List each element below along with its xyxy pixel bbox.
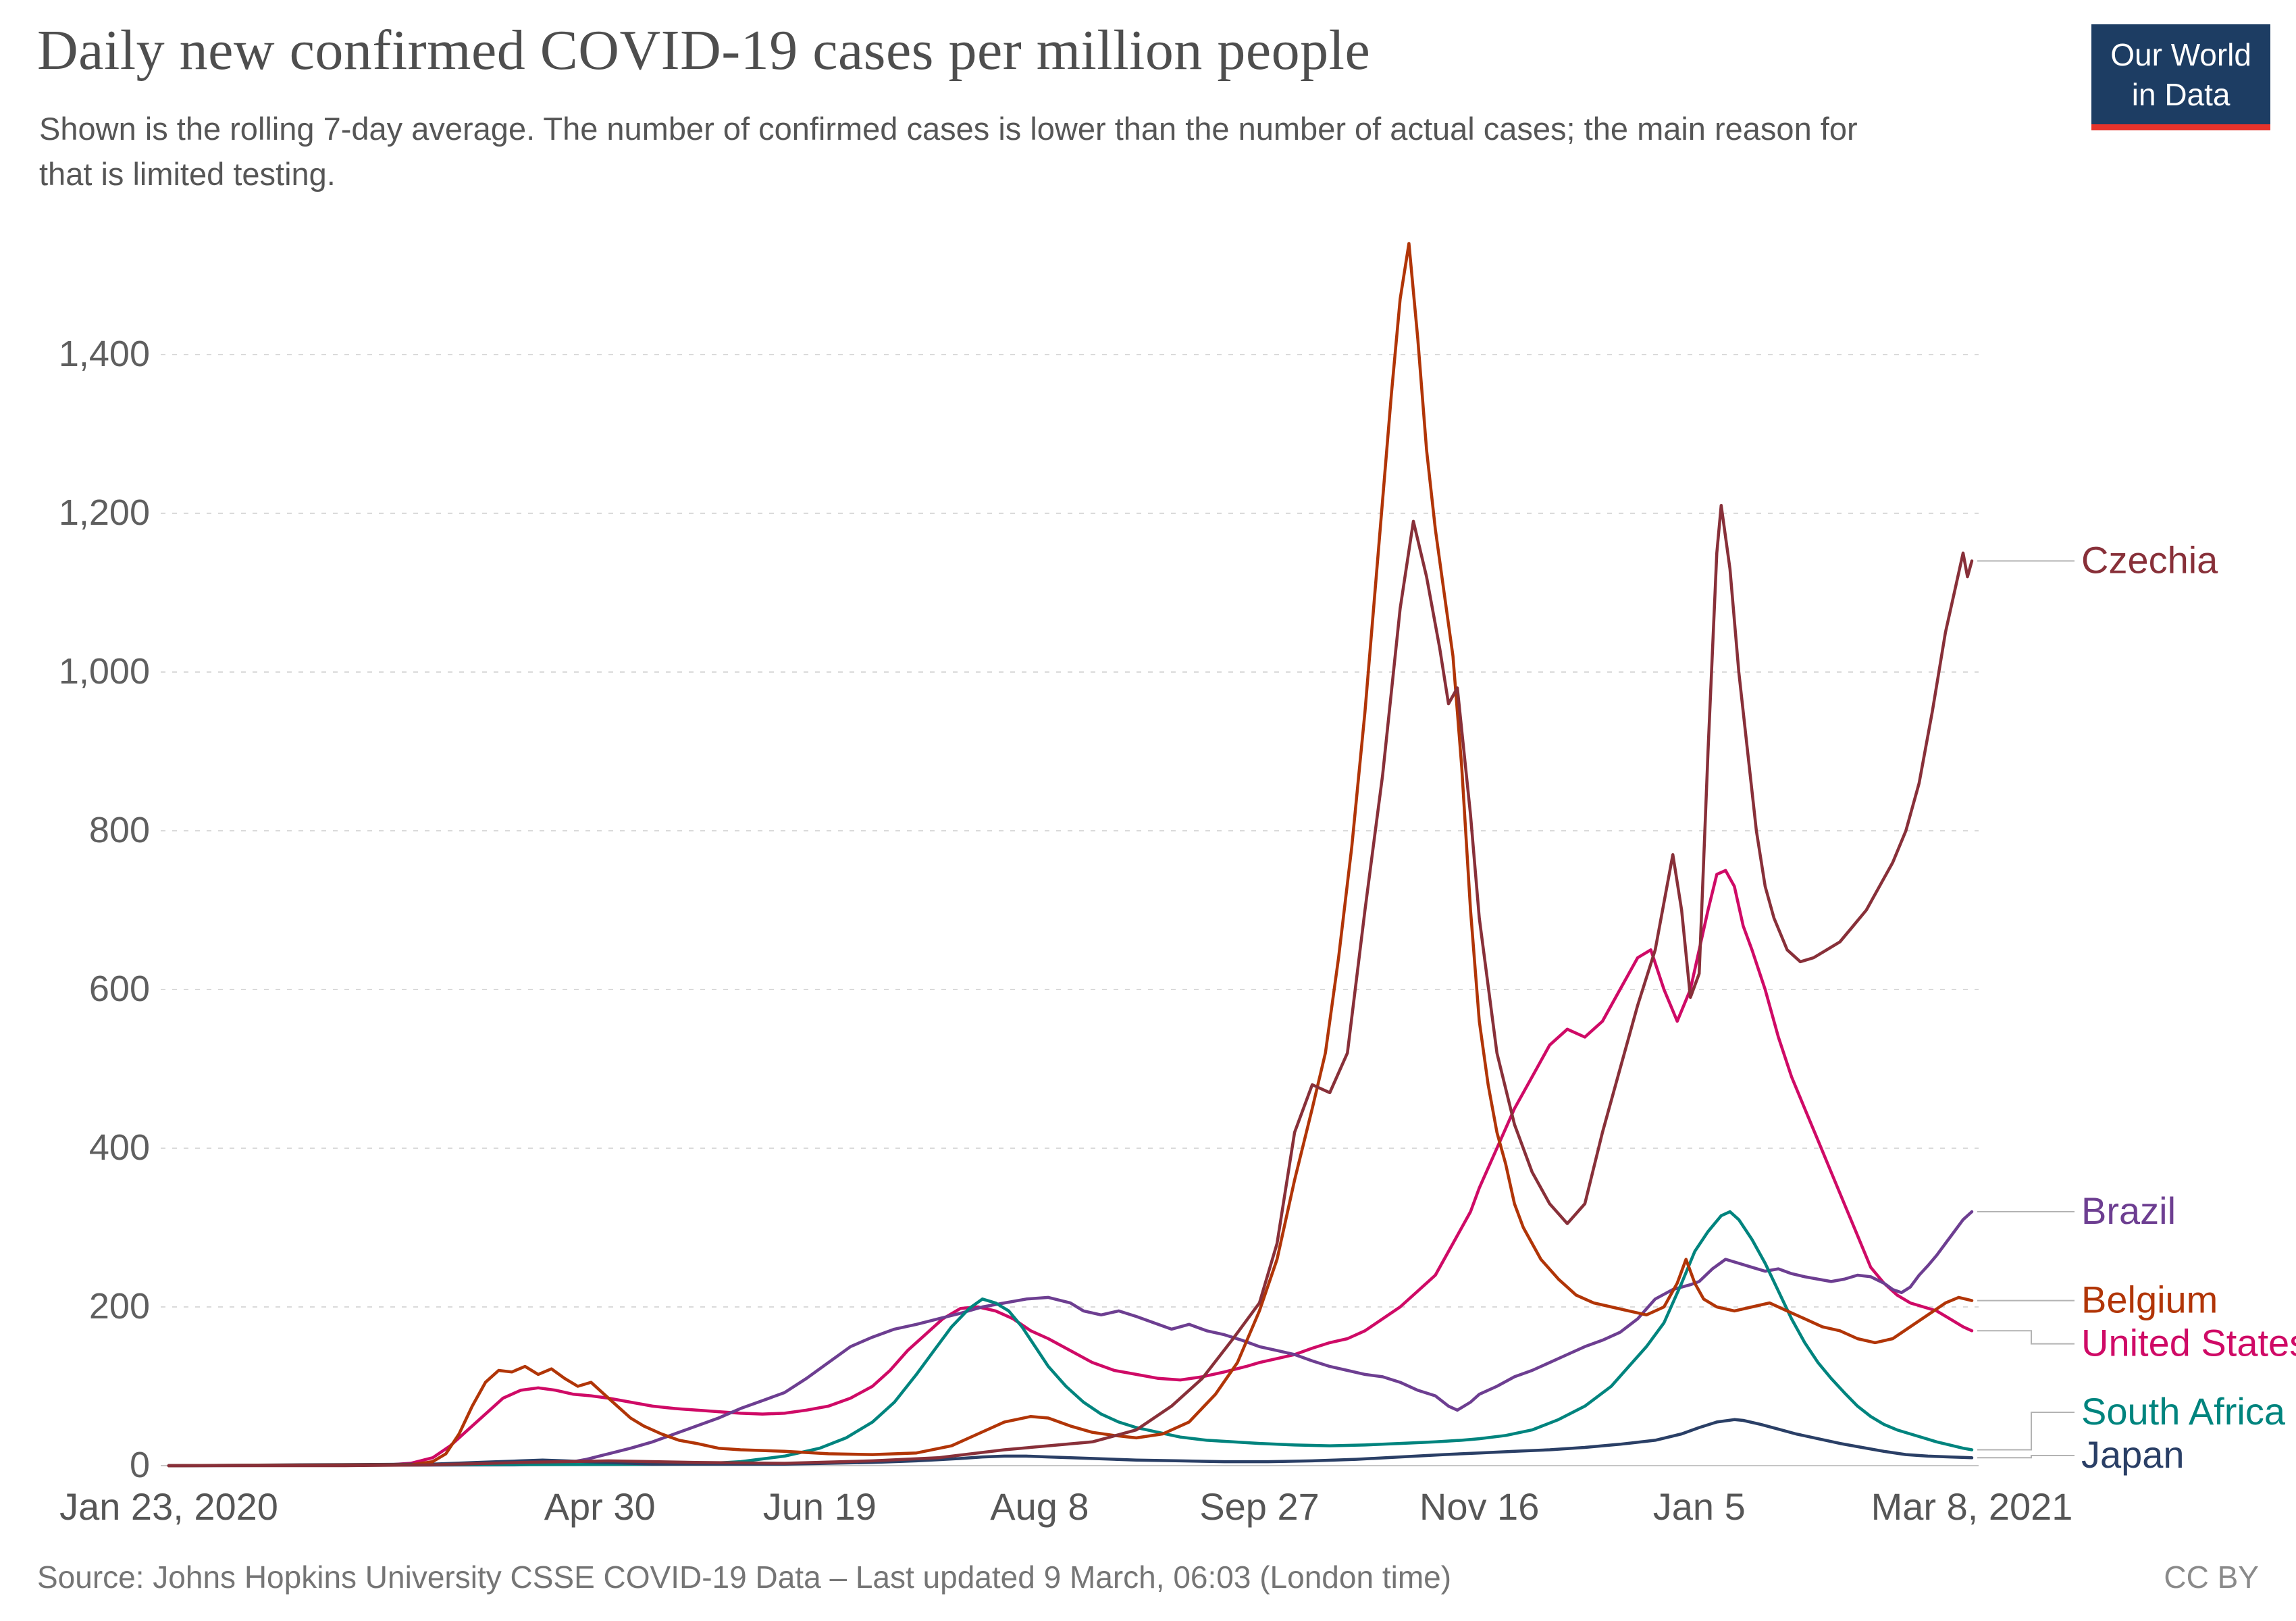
chart-footer: Source: Johns Hopkins University CSSE CO… bbox=[37, 1559, 2259, 1595]
series-label-czechia[interactable]: Czechia bbox=[2081, 539, 2218, 582]
series-label-brazil[interactable]: Brazil bbox=[2081, 1189, 2176, 1232]
y-axis: 0 200 400 600 800 1,000 1,200 1,400 bbox=[59, 334, 150, 1485]
x-axis-tick-label: Jun 19 bbox=[763, 1485, 877, 1528]
series-line-united-states bbox=[167, 869, 1974, 1468]
source-note: Source: Johns Hopkins University CSSE CO… bbox=[37, 1560, 1452, 1595]
y-axis-tick-label: 1,200 bbox=[59, 492, 150, 533]
series-line-japan bbox=[167, 1418, 1974, 1468]
series-label-japan[interactable]: Japan bbox=[2081, 1433, 2185, 1476]
chart-title: Daily new confirmed COVID-19 cases per m… bbox=[37, 19, 1371, 82]
x-axis-tick-label: Aug 8 bbox=[990, 1485, 1089, 1528]
x-axis-tick-label: Mar 8, 2021 bbox=[1871, 1485, 2073, 1528]
x-axis-tick-label: Nov 16 bbox=[1419, 1485, 1539, 1528]
chart-subtitle: Shown is the rolling 7-day average. The … bbox=[39, 111, 1858, 192]
series-line-brazil bbox=[167, 1210, 1974, 1468]
x-axis: Jan 23, 2020 Apr 30 Jun 19 Aug 8 Sep 27 Nov 1… bbox=[59, 1485, 2072, 1528]
series-line-belgium bbox=[167, 242, 1974, 1468]
x-axis-tick-label: Jan 5 bbox=[1653, 1485, 1746, 1528]
y-axis-tick-label: 800 bbox=[89, 810, 150, 850]
y-axis-tick-label: 400 bbox=[89, 1127, 150, 1168]
license-link[interactable]: CC BY bbox=[2164, 1560, 2259, 1595]
owid-logo-line2: in Data bbox=[2131, 76, 2230, 112]
owid-logo[interactable]: Our World in Data bbox=[2091, 24, 2270, 130]
owid-logo-line1: Our World bbox=[2110, 37, 2251, 72]
label-connector-united-states bbox=[1977, 1330, 2075, 1345]
y-axis-tick-label: 600 bbox=[89, 969, 150, 1009]
gridlines bbox=[161, 354, 1979, 1466]
series-line-south-africa bbox=[167, 1210, 1974, 1468]
label-connector-south-africa bbox=[1977, 1412, 2075, 1451]
y-axis-tick-label: 0 bbox=[130, 1445, 150, 1485]
series-lines bbox=[167, 242, 1974, 1468]
y-axis-tick-label: 200 bbox=[89, 1286, 150, 1327]
series-label-belgium[interactable]: Belgium bbox=[2081, 1279, 2218, 1321]
series-label-south-africa[interactable]: South Africa bbox=[2081, 1390, 2286, 1433]
x-axis-tick-label: Jan 23, 2020 bbox=[59, 1485, 278, 1528]
y-axis-tick-label: 1,000 bbox=[59, 651, 150, 692]
x-axis-tick-label: Sep 27 bbox=[1199, 1485, 1320, 1528]
y-axis-tick-label: 1,400 bbox=[59, 334, 150, 374]
label-connector-japan bbox=[1977, 1455, 2075, 1459]
x-axis-tick-label: Apr 30 bbox=[544, 1485, 656, 1528]
series-label-united-states[interactable]: United States bbox=[2081, 1322, 2296, 1364]
series-line-czechia bbox=[167, 504, 1974, 1468]
